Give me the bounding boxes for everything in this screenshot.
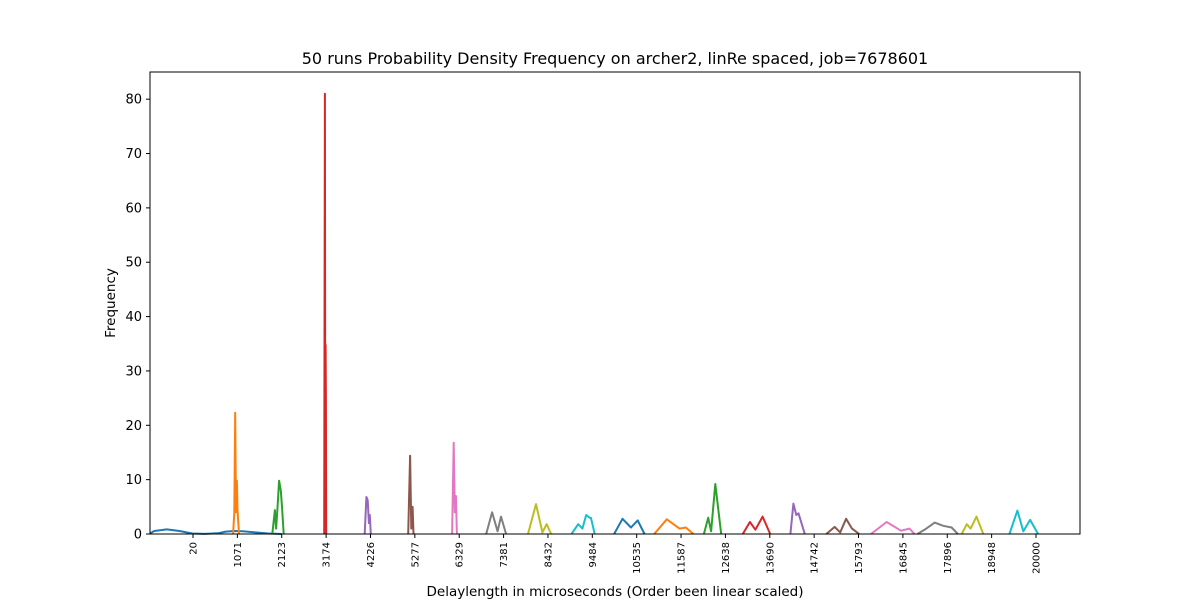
x-tick-label: 13690 [765, 542, 776, 574]
series-line-20 [1008, 509, 1039, 535]
x-tick-label: 6329 [455, 542, 466, 567]
series-line-13 [702, 483, 723, 535]
x-tick-label: 20000 [1032, 542, 1043, 574]
x-tick-label: 2123 [277, 542, 288, 567]
y-axis-ticks: 0 10 20 30 40 50 60 70 80 [125, 93, 150, 543]
x-tick-label: 7381 [499, 542, 510, 567]
x-tick-label: 8432 [543, 542, 554, 567]
x-tick-label: 1071 [233, 542, 244, 567]
y-tick-label: 20 [125, 419, 142, 434]
x-tick-label: 4226 [366, 542, 377, 567]
series-line-7 [451, 441, 458, 535]
series-line-2 [232, 411, 240, 535]
x-tick-label: 17896 [943, 542, 954, 574]
series-line-17 [870, 521, 916, 535]
series-line-11 [613, 517, 646, 535]
y-tick-label: 10 [125, 473, 142, 488]
plot-frame [149, 71, 1081, 535]
series-line-9 [527, 503, 553, 535]
series-line-15 [789, 502, 806, 535]
x-tick-label: 9484 [588, 542, 599, 567]
series-line-14 [741, 515, 772, 535]
y-tick-label: 0 [134, 528, 142, 543]
x-tick-label: 18948 [987, 542, 998, 574]
x-tick-label: 20 [189, 542, 200, 555]
series-line-4 [323, 92, 328, 535]
series-line-10 [570, 514, 596, 535]
y-tick-label: 80 [125, 93, 142, 108]
y-tick-label: 40 [125, 310, 142, 325]
x-tick-label: 12638 [721, 542, 732, 574]
x-tick-label: 14742 [810, 542, 821, 574]
x-tick-label: 16845 [898, 542, 909, 574]
y-tick-label: 50 [125, 256, 142, 271]
y-tick-label: 70 [125, 147, 142, 162]
y-tick-label: 30 [125, 364, 142, 379]
series-line-18 [916, 521, 959, 535]
x-tick-label: 3174 [322, 542, 333, 567]
series-line-1 [149, 528, 282, 535]
x-tick-label: 15793 [854, 542, 865, 574]
chart-title: 50 runs Probability Density Frequency on… [302, 49, 928, 68]
x-axis-label: Delaylength in microseconds (Order been … [427, 584, 804, 600]
series-line-5 [363, 496, 372, 535]
y-tick-label: 60 [125, 201, 142, 216]
series-line-19 [960, 515, 985, 535]
series-line-6 [407, 454, 415, 535]
x-tick-label: 5277 [410, 542, 421, 567]
series-line-3 [271, 479, 285, 535]
series-layer [149, 92, 1039, 535]
series-line-12 [653, 518, 695, 535]
series-line-16 [825, 517, 860, 535]
x-tick-label: 10535 [632, 542, 643, 574]
x-tick-label: 11587 [677, 542, 688, 574]
y-axis-label: Frequency [103, 268, 119, 338]
series-line-8 [485, 511, 508, 535]
x-axis-ticks: 20 1071 2123 3174 4226 5277 6329 7381 8432 9484 10… [189, 534, 1043, 574]
